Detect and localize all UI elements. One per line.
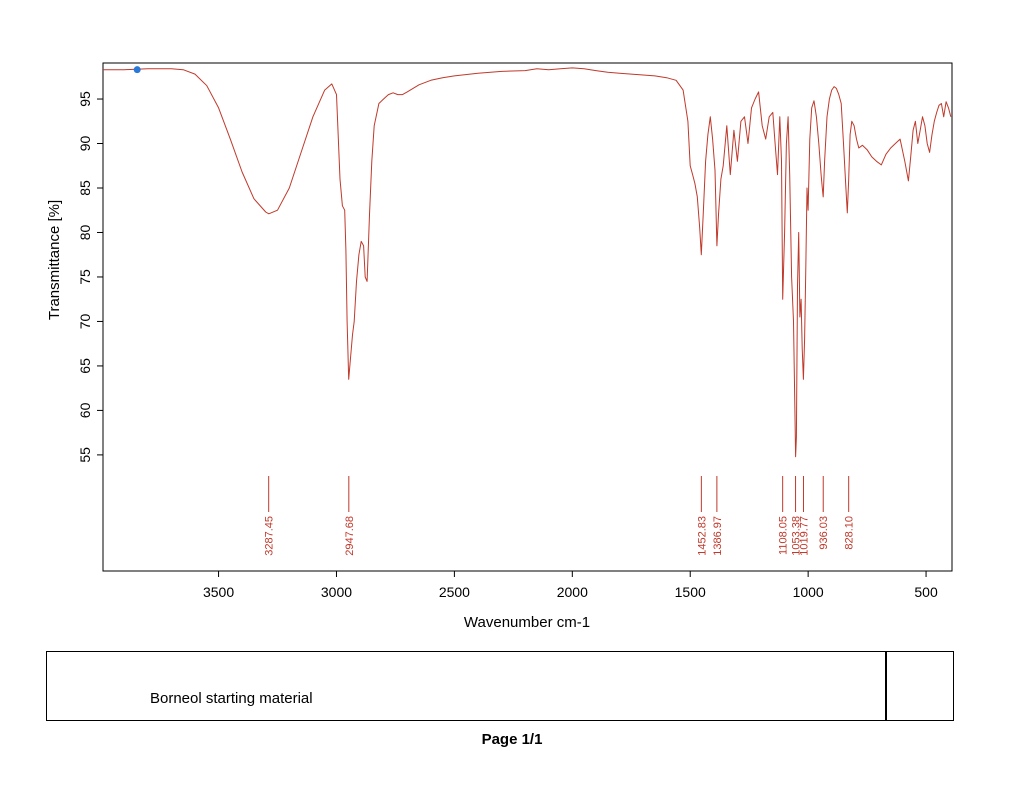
sample-info-box: Borneol starting material xyxy=(46,651,954,721)
x-tick-label: 500 xyxy=(914,584,938,600)
ir-spectrum-chart: 3500 3000 2500 2000 1500 1000 500 55 60 65 70 75 80 8… xyxy=(46,62,953,631)
peak-label: 2947.68 xyxy=(344,516,356,556)
y-tick-label: 95 xyxy=(77,91,93,107)
y-tick-label: 55 xyxy=(77,447,93,463)
spectrum-series xyxy=(103,66,952,458)
peak-markers: 3287.45 2947.68 1452.83 1386.97 1108.05 1053.… xyxy=(264,476,856,556)
plot-frame xyxy=(102,62,953,572)
x-tick-label: 2500 xyxy=(439,584,470,600)
spectrum-line xyxy=(103,67,952,458)
y-tick-label: 75 xyxy=(77,269,93,285)
peak-label: 1452.83 xyxy=(696,516,708,556)
peak-label: 1053.38 xyxy=(791,516,803,556)
peak-label: 1019.77 xyxy=(798,516,810,556)
y-tick-label: 80 xyxy=(77,224,93,240)
peak-label: 1108.05 xyxy=(778,516,790,555)
page-number: Page 1/1 xyxy=(481,731,543,748)
axis-ticks: 3500 3000 2500 2000 1500 1000 500 55 60 65 70 75 80 8… xyxy=(77,91,938,600)
peak-label: 1386.97 xyxy=(712,516,724,556)
x-tick-label: 1000 xyxy=(793,584,824,600)
y-tick-label: 65 xyxy=(77,358,93,374)
x-tick-label: 3500 xyxy=(203,584,234,600)
sample-name: Borneol starting material xyxy=(150,690,313,707)
info-box-divider xyxy=(885,652,887,720)
y-tick-label: 90 xyxy=(77,136,93,152)
y-tick-label: 60 xyxy=(77,402,93,418)
peak-label: 3287.45 xyxy=(264,516,276,556)
x-axis-title: Wavenumber cm-1 xyxy=(464,614,590,631)
y-axis-title: Transmittance [%] xyxy=(46,200,63,320)
x-tick-label: 1500 xyxy=(675,584,706,600)
x-tick-label: 3000 xyxy=(321,584,352,600)
peak-label: 828.10 xyxy=(844,516,856,550)
cursor-marker xyxy=(133,66,141,74)
y-tick-label: 70 xyxy=(77,313,93,329)
y-tick-label: 85 xyxy=(77,180,93,196)
x-tick-label: 2000 xyxy=(557,584,588,600)
peak-label: 936.03 xyxy=(818,516,830,550)
